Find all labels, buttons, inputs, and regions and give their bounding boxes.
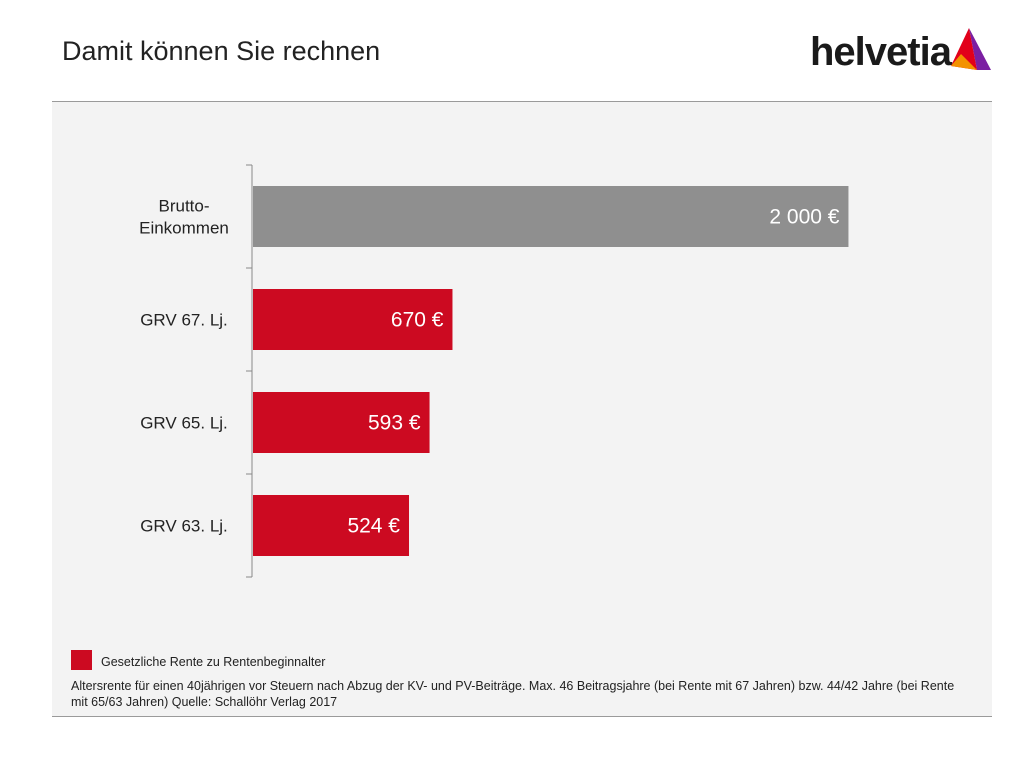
logo-wordmark: helvetia: [810, 30, 952, 74]
page-title: Damit können Sie rechnen: [62, 36, 381, 66]
legend-swatch: [71, 650, 92, 670]
category-label-0: Brutto-: [158, 197, 209, 216]
category-label-1: GRV 67. Lj.: [140, 311, 228, 330]
value-label-2: 593 €: [368, 412, 421, 435]
category-label-2: GRV 65. Lj.: [140, 414, 228, 433]
footnote: Altersrente für einen 40jährigen vor Ste…: [71, 679, 955, 709]
header-divider: [52, 101, 992, 102]
legend-label: Gesetzliche Rente zu Rentenbeginnalter: [101, 655, 326, 669]
category-label-3: GRV 63. Lj.: [140, 517, 228, 536]
bar-1: [253, 289, 453, 350]
bar-3: [253, 495, 410, 556]
helvetia-logo: helvetia: [806, 26, 996, 76]
value-label-0: 2 000 €: [769, 206, 839, 229]
bar-0: [253, 186, 849, 247]
footer-divider: [52, 716, 992, 717]
category-label-0: Einkommen: [139, 219, 229, 238]
value-label-1: 670 €: [391, 309, 444, 332]
value-label-3: 524 €: [347, 515, 400, 538]
logo-triangle-icon: [951, 28, 991, 70]
bar-2: [253, 392, 430, 453]
